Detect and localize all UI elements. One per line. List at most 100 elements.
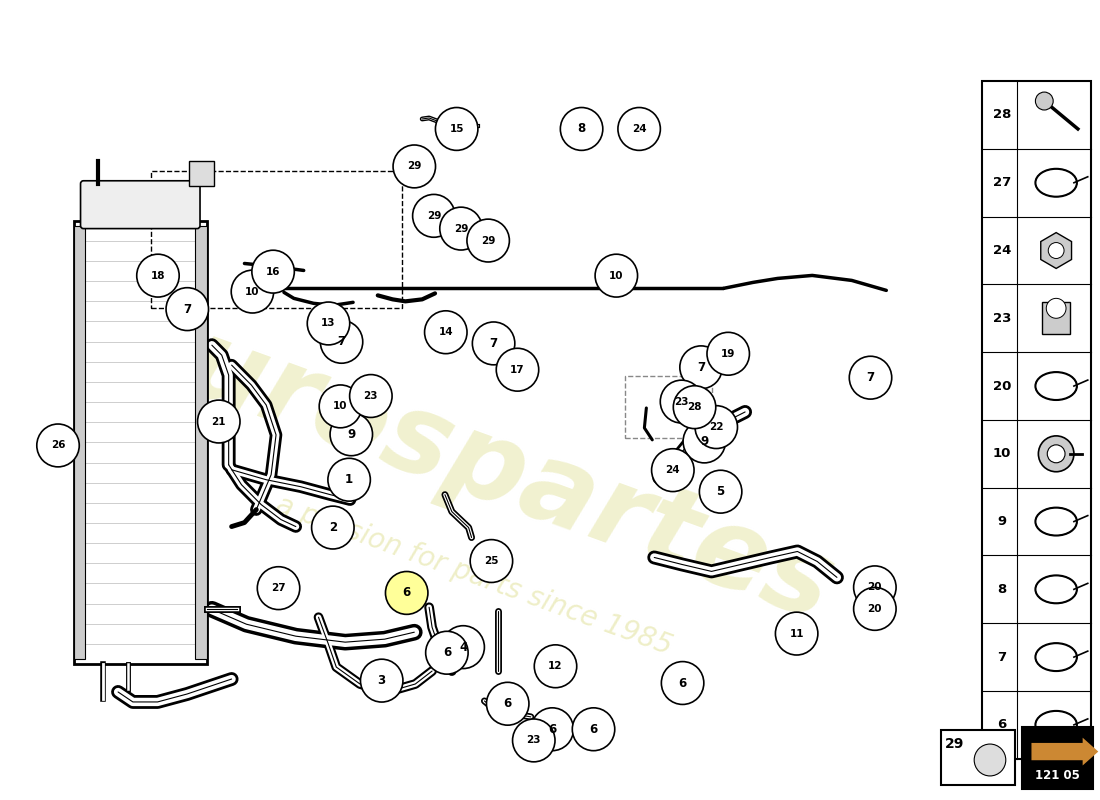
Text: 25: 25: [484, 556, 498, 566]
Circle shape: [651, 449, 694, 491]
Text: 8: 8: [998, 583, 1006, 596]
Bar: [625, 376, 712, 438]
Text: 121 05: 121 05: [1035, 769, 1079, 782]
Text: 10: 10: [333, 402, 348, 411]
Circle shape: [466, 219, 509, 262]
Circle shape: [166, 288, 209, 330]
Circle shape: [442, 626, 484, 669]
Text: 23: 23: [674, 397, 689, 406]
Text: 7: 7: [184, 302, 191, 316]
Circle shape: [496, 348, 539, 391]
Circle shape: [36, 424, 79, 467]
Text: 7: 7: [490, 337, 497, 350]
Text: 10: 10: [609, 270, 624, 281]
Circle shape: [385, 571, 428, 614]
Circle shape: [661, 662, 704, 705]
Text: 5: 5: [716, 485, 725, 498]
Text: 23: 23: [527, 735, 541, 746]
Text: 29: 29: [407, 162, 421, 171]
Circle shape: [231, 270, 274, 313]
Bar: [74, 226, 86, 659]
Text: 16: 16: [266, 266, 280, 277]
Circle shape: [470, 540, 513, 582]
Circle shape: [252, 250, 295, 293]
Circle shape: [320, 320, 363, 363]
Text: 6: 6: [504, 698, 512, 710]
Text: 24: 24: [631, 124, 647, 134]
FancyArrow shape: [1032, 738, 1098, 766]
Text: 3: 3: [377, 674, 386, 687]
Circle shape: [680, 346, 723, 389]
FancyBboxPatch shape: [80, 181, 200, 229]
Circle shape: [330, 413, 373, 456]
Circle shape: [660, 380, 703, 423]
Text: 15: 15: [450, 124, 464, 134]
Text: 28: 28: [688, 402, 702, 412]
Text: 29: 29: [945, 737, 964, 750]
Text: 11: 11: [790, 629, 804, 638]
Circle shape: [700, 470, 741, 513]
Text: 29: 29: [454, 223, 469, 234]
Text: 6: 6: [443, 646, 451, 659]
Text: 28: 28: [992, 109, 1011, 122]
Circle shape: [486, 682, 529, 725]
Circle shape: [393, 145, 436, 188]
Text: 22: 22: [710, 422, 724, 432]
Text: 27: 27: [992, 176, 1011, 190]
Text: 17: 17: [510, 365, 525, 374]
Circle shape: [975, 744, 1005, 776]
Text: 27: 27: [272, 583, 286, 593]
Text: a passion for parts since 1985: a passion for parts since 1985: [272, 490, 676, 660]
Circle shape: [535, 645, 576, 688]
Bar: [195, 226, 207, 659]
Text: 2: 2: [329, 521, 337, 534]
Circle shape: [136, 254, 179, 297]
Text: 7: 7: [338, 335, 345, 348]
Circle shape: [1046, 298, 1066, 318]
Circle shape: [257, 566, 300, 610]
Circle shape: [854, 566, 896, 609]
Text: 12: 12: [548, 662, 563, 671]
Text: 20: 20: [868, 582, 882, 592]
Text: 20: 20: [992, 379, 1011, 393]
Text: 14: 14: [439, 327, 453, 338]
Bar: [74, 221, 207, 664]
Text: 29: 29: [481, 235, 495, 246]
Text: 6: 6: [590, 722, 597, 736]
Bar: [1022, 727, 1092, 789]
Text: 19: 19: [720, 349, 736, 358]
Circle shape: [513, 719, 556, 762]
Circle shape: [412, 194, 455, 238]
Circle shape: [328, 458, 371, 501]
Text: 24: 24: [992, 244, 1011, 257]
Text: 10: 10: [245, 286, 260, 297]
Bar: [982, 81, 1091, 758]
Circle shape: [849, 356, 892, 399]
Circle shape: [1048, 242, 1064, 258]
Circle shape: [311, 506, 354, 549]
Circle shape: [426, 631, 469, 674]
Circle shape: [572, 708, 615, 750]
Text: 8: 8: [578, 122, 585, 135]
Circle shape: [361, 659, 403, 702]
Text: 13: 13: [321, 318, 336, 329]
Text: 7: 7: [867, 371, 875, 384]
Circle shape: [707, 332, 749, 375]
Circle shape: [425, 311, 468, 354]
Circle shape: [695, 406, 737, 449]
Circle shape: [440, 207, 482, 250]
Bar: [151, 170, 403, 308]
Bar: [940, 730, 1014, 785]
Text: 20: 20: [868, 604, 882, 614]
Text: 6: 6: [998, 718, 1006, 731]
Circle shape: [673, 386, 716, 429]
Text: 7: 7: [998, 650, 1006, 664]
Text: 21: 21: [211, 417, 226, 426]
Circle shape: [1047, 445, 1065, 462]
Text: 23: 23: [992, 312, 1011, 325]
Circle shape: [618, 107, 660, 150]
Circle shape: [683, 420, 726, 463]
Circle shape: [198, 400, 240, 443]
Circle shape: [854, 587, 896, 630]
Circle shape: [560, 107, 603, 150]
